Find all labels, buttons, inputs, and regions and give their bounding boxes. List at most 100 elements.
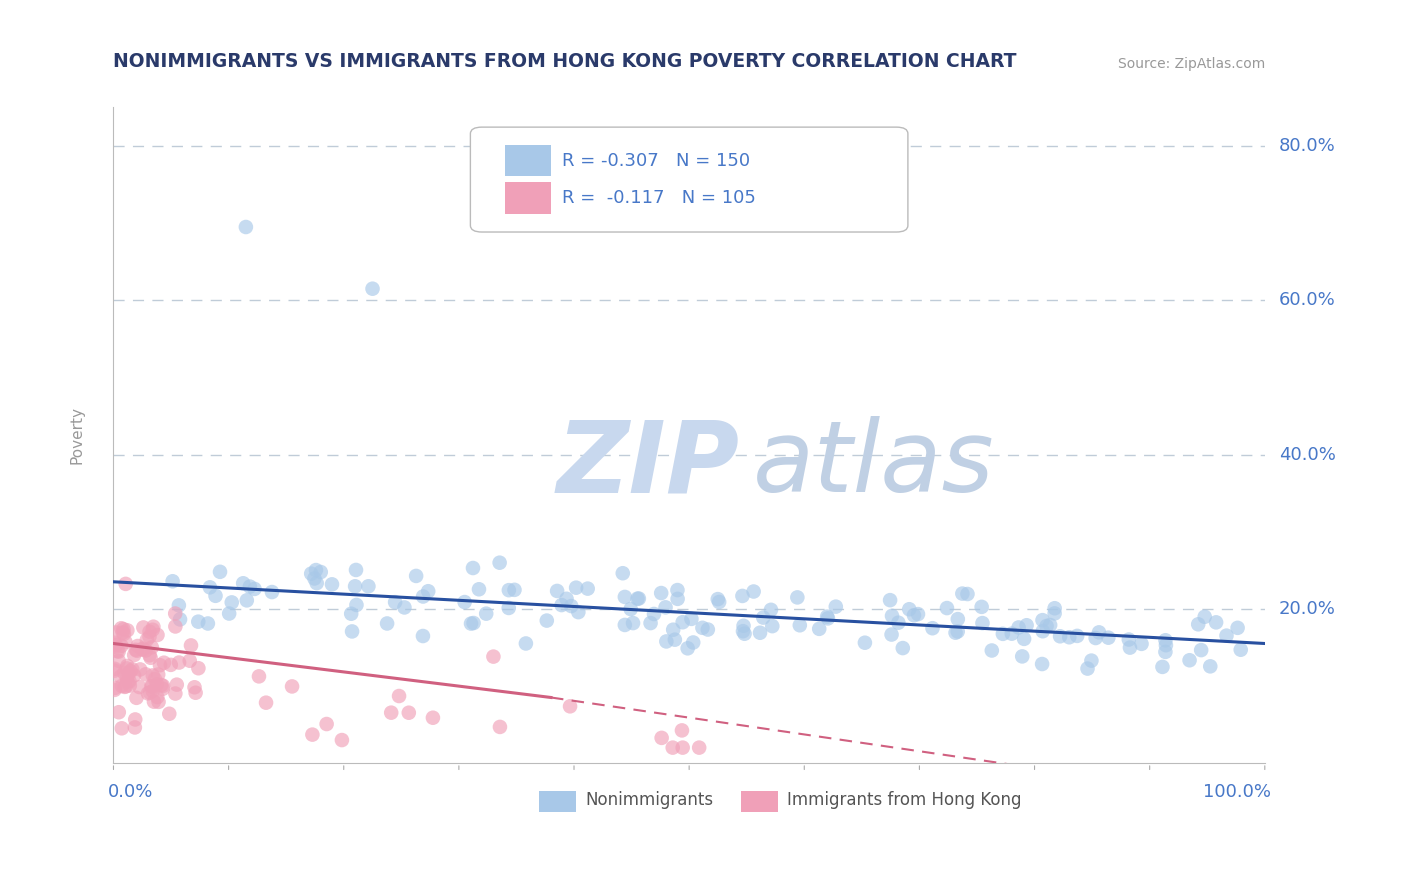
Text: 40.0%: 40.0% (1278, 445, 1336, 464)
Text: Nonimmigrants: Nonimmigrants (585, 791, 714, 809)
Point (1015, 618, 1038, 632)
Point (114, 577, 136, 591)
Point (162, 574, 184, 589)
Point (789, 618, 811, 632)
Point (613, 590, 636, 604)
Point (621, 616, 644, 631)
Point (165, 619, 187, 633)
Point (125, 690, 148, 705)
Point (115, 661, 138, 675)
Point (117, 674, 139, 689)
Point (1205, 615, 1227, 630)
Bar (505, 182, 551, 214)
Point (1084, 631, 1107, 645)
Point (1035, 619, 1057, 633)
Point (150, 678, 173, 692)
Point (110, 639, 132, 653)
Point (936, 601, 959, 615)
Text: 80.0%: 80.0% (1278, 137, 1336, 155)
Point (152, 681, 174, 696)
Point (104, 681, 127, 695)
Point (247, 669, 270, 683)
Point (187, 615, 209, 629)
Point (482, 649, 505, 664)
Point (340, 624, 363, 639)
Point (651, 731, 673, 745)
Point (676, 641, 699, 656)
Point (1152, 660, 1174, 674)
Point (682, 635, 704, 649)
Point (131, 642, 153, 657)
Point (149, 658, 172, 673)
Point (1187, 617, 1209, 632)
Point (1043, 607, 1066, 621)
Point (169, 612, 191, 626)
Point (643, 607, 665, 621)
Point (114, 680, 136, 694)
Point (786, 591, 808, 605)
Point (903, 608, 925, 623)
Point (460, 616, 482, 631)
Point (536, 614, 558, 628)
Point (808, 622, 831, 636)
Point (1118, 632, 1140, 647)
Point (759, 603, 782, 617)
Point (141, 679, 163, 693)
Point (1066, 629, 1088, 643)
Point (671, 723, 693, 738)
Point (107, 645, 129, 659)
Point (1043, 601, 1066, 615)
Point (197, 616, 219, 631)
Point (299, 566, 322, 581)
Point (672, 740, 695, 755)
Point (463, 615, 485, 630)
Point (129, 662, 152, 676)
Point (184, 686, 207, 700)
Point (148, 667, 170, 681)
Point (1194, 609, 1216, 624)
Point (121, 662, 143, 676)
Point (180, 639, 202, 653)
Point (305, 563, 328, 577)
Point (1032, 624, 1054, 639)
Point (105, 638, 128, 652)
Point (734, 626, 756, 640)
Point (666, 591, 689, 606)
Point (1199, 659, 1222, 673)
Point (1119, 640, 1142, 655)
Bar (741, 791, 778, 813)
Point (105, 644, 128, 658)
Point (138, 648, 160, 663)
Point (907, 607, 929, 621)
Point (124, 713, 146, 727)
Point (143, 695, 166, 709)
Point (346, 598, 368, 612)
Point (128, 680, 150, 694)
Point (305, 576, 328, 591)
Point (1080, 654, 1102, 668)
Point (946, 624, 969, 639)
Point (104, 664, 127, 678)
Point (117, 666, 139, 681)
Point (135, 632, 157, 647)
Point (115, 671, 138, 685)
Point (946, 612, 969, 626)
Text: Source: ZipAtlas.com: Source: ZipAtlas.com (1118, 57, 1265, 71)
Point (232, 576, 254, 591)
Point (111, 679, 134, 693)
Point (138, 630, 160, 644)
Point (142, 668, 165, 682)
Point (118, 674, 141, 689)
Text: ZIP: ZIP (557, 417, 740, 513)
Point (153, 656, 176, 670)
Point (662, 623, 685, 637)
Point (731, 624, 754, 639)
Point (187, 661, 209, 675)
Point (664, 632, 686, 647)
Text: 60.0%: 60.0% (1278, 292, 1336, 310)
Point (453, 595, 475, 609)
Point (208, 565, 231, 579)
Point (921, 621, 943, 635)
Point (254, 696, 277, 710)
Point (824, 599, 846, 614)
